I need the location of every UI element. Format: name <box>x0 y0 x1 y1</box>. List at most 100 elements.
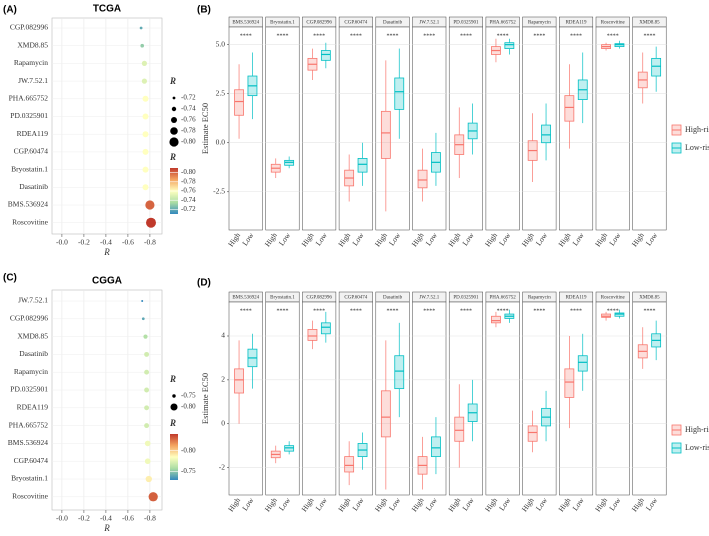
panel-label: (B) <box>197 5 211 16</box>
x-tick-label: High <box>556 231 572 249</box>
y-tick-label: Roscovitine <box>12 217 49 226</box>
y-tick-label: Roscovitine <box>12 492 49 501</box>
significance: **** <box>533 33 545 39</box>
box <box>394 77 405 110</box>
x-tick-label: High <box>630 496 646 514</box>
dot <box>142 166 149 173</box>
dot <box>142 95 149 102</box>
x-tick-label: Low <box>644 495 660 512</box>
facet-panel <box>632 26 667 231</box>
facet-panel <box>595 26 630 231</box>
y-tick-label: CGP.082996 <box>10 23 48 32</box>
colorbar <box>170 434 178 480</box>
color-legend-title: R <box>169 152 176 162</box>
y-tick-label: JW.7.52.1 <box>18 76 48 85</box>
dot <box>146 217 156 228</box>
facet-panel <box>265 26 300 231</box>
box <box>564 95 575 122</box>
y-tick-label: XMD8.85 <box>17 40 48 49</box>
significance: **** <box>387 308 399 314</box>
colorbar-label: -0.76 <box>181 187 196 195</box>
y-tick-label: JW.7.52.1 <box>18 296 48 305</box>
x-tick-label: Low <box>571 230 587 247</box>
box <box>234 89 244 116</box>
size-legend-title: R <box>169 76 176 86</box>
size-legend-dot <box>171 106 177 112</box>
dot <box>142 131 149 138</box>
dot <box>142 184 149 191</box>
x-tick-label: Low <box>534 495 550 512</box>
significance: **** <box>350 308 362 314</box>
strip-label: Dasatinib <box>383 21 403 26</box>
box <box>344 456 355 473</box>
x-tick-label: High <box>373 496 389 514</box>
x-tick-label: Low <box>534 230 550 247</box>
significance: **** <box>497 308 509 314</box>
plot-panel <box>51 17 163 235</box>
facet-panel <box>632 301 667 496</box>
strip-label: Rapamycin <box>528 21 551 26</box>
x-tick-label: Low <box>350 230 366 247</box>
size-legend-title: R <box>169 374 176 384</box>
y-tick-label: CGP.60474 <box>14 456 49 465</box>
significance: **** <box>313 33 325 39</box>
box <box>394 355 405 390</box>
y-tick-label: -2 <box>219 462 225 471</box>
size-legend-dot <box>171 117 177 123</box>
y-tick-label: 5.0 <box>216 39 226 48</box>
x-tick-label: -0.6 <box>122 238 134 247</box>
y-tick-label: PD.0325901 <box>10 385 48 394</box>
x-tick-label: Low <box>424 495 440 512</box>
box <box>651 57 662 77</box>
significance: **** <box>276 33 288 39</box>
strip-label: Dasatinib <box>383 296 403 301</box>
size-legend-label: -0.72 <box>181 94 196 102</box>
colorbar-label: -0.75 <box>181 467 196 475</box>
strip-label: Bryostatin.1 <box>270 21 295 26</box>
facet-panel <box>228 26 263 231</box>
plot-panel <box>51 289 163 511</box>
box <box>564 368 575 398</box>
significance: **** <box>607 33 619 39</box>
x-tick-label: Low <box>424 230 440 247</box>
strip-label: PD.0325901 <box>453 21 479 26</box>
strip-label: PD.0325901 <box>453 296 479 301</box>
facet-panel <box>522 301 557 496</box>
strip-label: XMD8.85 <box>639 21 660 26</box>
x-tick-label: Low <box>277 495 293 512</box>
x-tick-label: High <box>446 496 462 514</box>
x-tick-label: High <box>226 231 242 249</box>
x-tick-label: -0.8 <box>144 238 156 247</box>
strip-label: CGP.60474 <box>344 21 367 26</box>
color-legend-title: R <box>169 418 176 428</box>
x-tick-label: High <box>373 231 389 249</box>
significance: **** <box>460 33 472 39</box>
x-tick-label: Low <box>314 230 330 247</box>
x-axis-label: R <box>103 523 110 533</box>
colorbar-label: -0.72 <box>181 205 196 213</box>
dot <box>144 369 150 375</box>
x-tick-label: -0.0 <box>56 238 68 247</box>
x-tick-label: Low <box>240 495 256 512</box>
strip-label: Roscovitine <box>601 21 626 26</box>
x-tick-label: Low <box>277 230 293 247</box>
dot <box>144 458 151 465</box>
significance: **** <box>570 308 582 314</box>
x-tick-label: High <box>300 231 316 249</box>
y-tick-label: BMS.536924 <box>8 438 48 447</box>
significance: **** <box>643 33 655 39</box>
facet-panel <box>265 301 300 496</box>
x-tick-label: High <box>520 496 536 514</box>
box <box>577 355 588 372</box>
legend-label: High-risk <box>685 425 709 434</box>
x-tick-label: High <box>410 496 426 514</box>
facet-panel <box>559 301 594 496</box>
dot <box>148 492 158 502</box>
x-tick-label: Low <box>644 230 660 247</box>
size-legend-dot <box>170 127 178 135</box>
significance: **** <box>350 33 362 39</box>
dot <box>144 440 151 447</box>
facet-panel <box>338 301 373 496</box>
facet-panel <box>302 26 337 231</box>
x-tick-label: -0.8 <box>144 514 156 523</box>
